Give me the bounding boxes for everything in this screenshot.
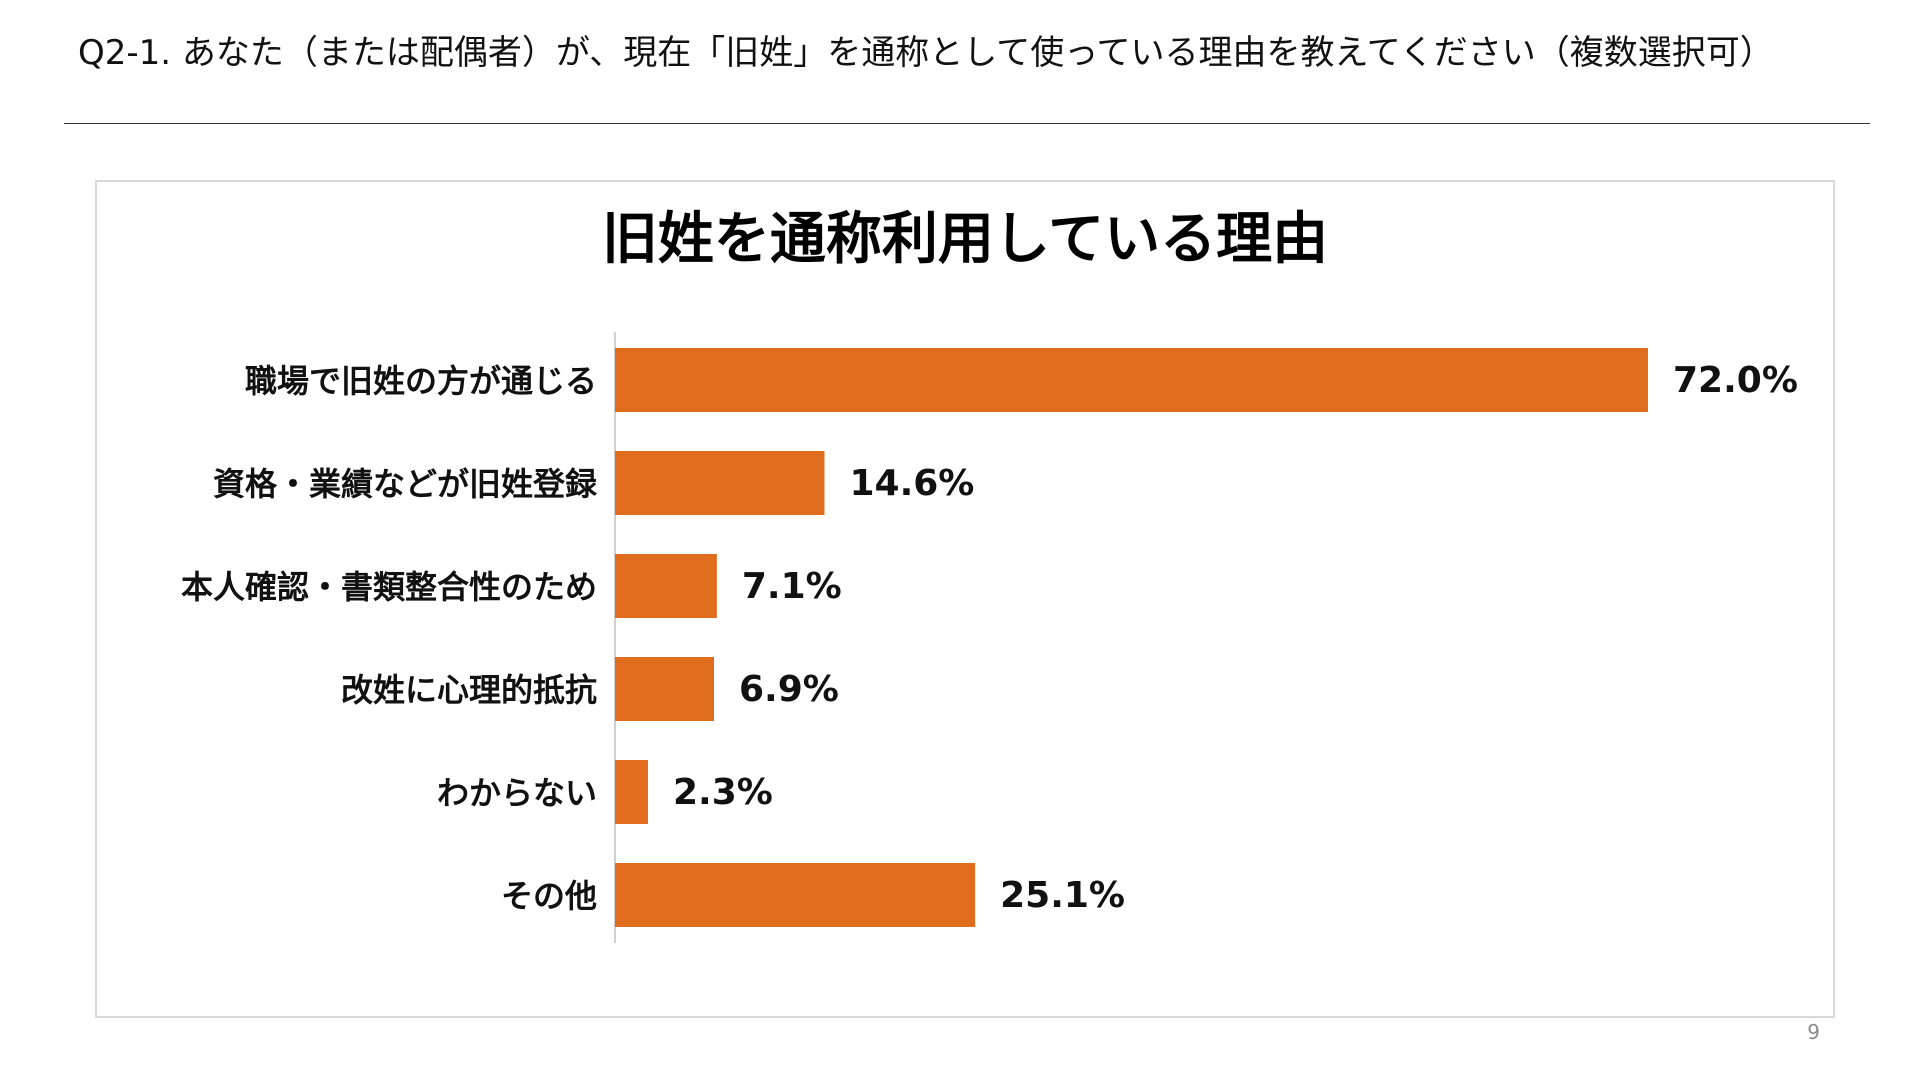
header-divider: [64, 123, 1870, 124]
value-label-3: 6.9%: [739, 669, 839, 710]
chart-title: 旧姓を通称利用している理由: [601, 207, 1329, 272]
bar-0: [615, 348, 1648, 412]
bar-2: [615, 554, 717, 618]
category-label-0: 職場で旧姓の方が通じる: [245, 362, 597, 400]
value-label-5: 25.1%: [1000, 875, 1125, 916]
value-label-0: 72.0%: [1673, 360, 1798, 401]
page-number: 9: [1807, 1020, 1820, 1044]
category-label-4: わからない: [437, 774, 597, 812]
bar-1: [615, 451, 825, 515]
value-label-2: 7.1%: [742, 566, 842, 607]
bar-4: [615, 760, 648, 824]
category-label-1: 資格・業績などが旧姓登録: [213, 465, 598, 503]
value-label-1: 14.6%: [849, 463, 974, 504]
bar-3: [615, 657, 714, 721]
category-label-5: その他: [501, 877, 597, 915]
category-label-3: 改姓に心理的抵抗: [341, 671, 597, 709]
bar-5: [615, 863, 976, 927]
category-label-2: 本人確認・書類整合性のため: [181, 568, 597, 606]
question-text: Q2-1. あなた（または配偶者）が、現在「旧姓」を通称として使っている理由を教…: [78, 33, 1774, 73]
value-label-4: 2.3%: [673, 772, 773, 813]
